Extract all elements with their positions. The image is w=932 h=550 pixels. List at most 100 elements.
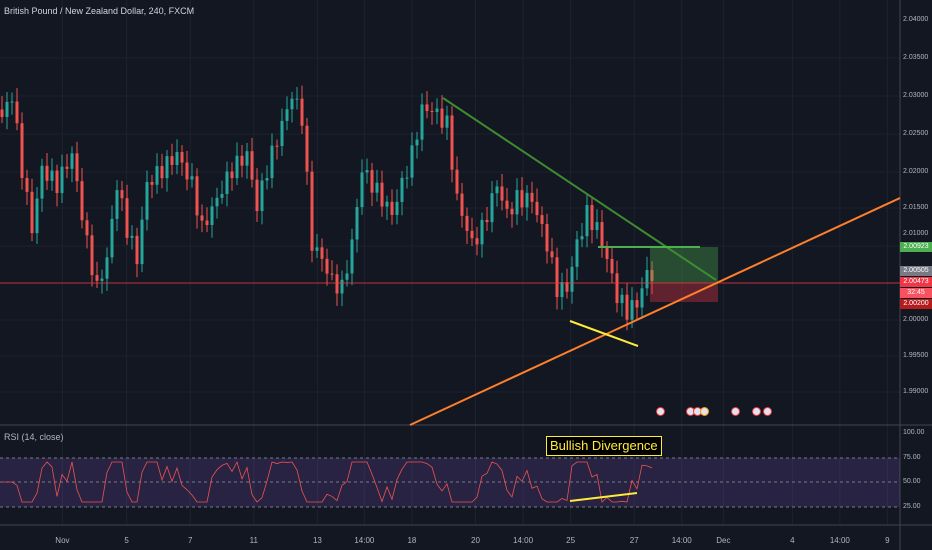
candle: [100, 278, 104, 281]
time-axis-label: 9: [885, 536, 890, 545]
event-icon[interactable]: [752, 407, 761, 416]
candle: [605, 247, 609, 259]
time-axis-label: 14:00: [513, 536, 534, 545]
candle: [465, 215, 469, 231]
candle: [5, 101, 9, 117]
time-axis-label: 14:00: [671, 536, 692, 545]
event-icon[interactable]: [731, 407, 740, 416]
candle: [25, 177, 29, 192]
rsi-line: [2, 460, 653, 503]
stop-loss-zone: [650, 283, 718, 302]
candle: [60, 166, 64, 193]
candle: [335, 274, 339, 294]
candle: [645, 270, 649, 289]
candle: [420, 104, 424, 140]
candle: [250, 151, 254, 180]
candle: [235, 155, 239, 179]
candle: [510, 208, 514, 215]
price-axis-label: 2.04000: [903, 16, 929, 23]
candle: [615, 273, 619, 304]
support-trendline: [409, 197, 901, 426]
candle: [380, 182, 384, 207]
event-icon[interactable]: [656, 407, 665, 416]
candle: [260, 180, 264, 212]
candle: [170, 156, 174, 165]
candle: [115, 190, 119, 219]
time-axis-label: Dec: [716, 536, 731, 545]
candle: [200, 215, 204, 221]
candle: [80, 181, 84, 221]
candle: [220, 194, 224, 198]
candle: [485, 219, 489, 223]
candle: [395, 201, 399, 215]
candle: [640, 288, 644, 308]
candle: [40, 165, 44, 199]
bullish-divergence-label[interactable]: Bullish Divergence: [546, 436, 662, 456]
candle: [150, 181, 154, 185]
candle: [435, 108, 439, 112]
candle: [15, 101, 19, 124]
candle: [330, 273, 334, 275]
candle: [265, 178, 269, 181]
candle: [620, 294, 624, 304]
candle: [295, 98, 299, 100]
candle: [205, 220, 209, 225]
time-axis-label: 5: [124, 536, 129, 545]
candle: [10, 101, 14, 103]
candle: [500, 186, 504, 201]
event-icon[interactable]: [700, 407, 709, 416]
rsi-axis-label: 25.00: [903, 503, 921, 510]
candle: [355, 207, 359, 240]
price-tag: 2.00505: [900, 266, 932, 276]
price-tag: 2.00200: [900, 299, 932, 309]
candle: [305, 125, 309, 172]
candle: [275, 145, 279, 147]
time-axis-label: 20: [471, 536, 480, 545]
price-axis-label: 1.99000: [903, 388, 929, 395]
candle: [590, 205, 594, 231]
time-axis-label: 14:00: [829, 536, 850, 545]
time-axis-label: 4: [790, 536, 795, 545]
candle: [455, 169, 459, 194]
candle: [470, 230, 474, 239]
candle: [195, 176, 199, 216]
candle: [580, 236, 584, 240]
candle: [160, 166, 164, 179]
candle: [555, 257, 559, 298]
time-axis-label: 14:00: [354, 536, 375, 545]
candle: [385, 201, 389, 207]
candle: [390, 201, 394, 215]
candle: [245, 151, 249, 166]
candle: [165, 156, 169, 179]
candle: [50, 170, 54, 181]
candle: [540, 215, 544, 225]
candle: [505, 200, 509, 209]
price-axis-label: 2.02500: [903, 130, 929, 137]
candle: [155, 166, 159, 185]
candle: [630, 300, 634, 320]
candle: [315, 247, 319, 251]
candle: [410, 145, 414, 178]
take-profit-zone: [650, 247, 718, 283]
candle: [625, 294, 629, 320]
price-axis-label: 2.01500: [903, 204, 929, 211]
candle: [525, 192, 529, 208]
candle: [340, 279, 344, 294]
candle: [20, 123, 24, 178]
candle: [375, 182, 379, 193]
price-axis-label: 1.99500: [903, 352, 929, 359]
candle: [515, 190, 519, 215]
time-axis-label: 25: [566, 536, 576, 545]
rsi-divergence-line: [569, 492, 638, 502]
rsi-axis-label: 50.00: [903, 478, 921, 485]
resistance-trendline: [442, 97, 717, 281]
candle: [570, 266, 574, 292]
event-icon[interactable]: [763, 407, 772, 416]
candle: [180, 152, 184, 163]
candle: [425, 104, 429, 111]
candle: [95, 275, 99, 281]
candle: [135, 235, 139, 265]
time-axis-label: 11: [249, 536, 258, 545]
candle: [595, 222, 599, 231]
